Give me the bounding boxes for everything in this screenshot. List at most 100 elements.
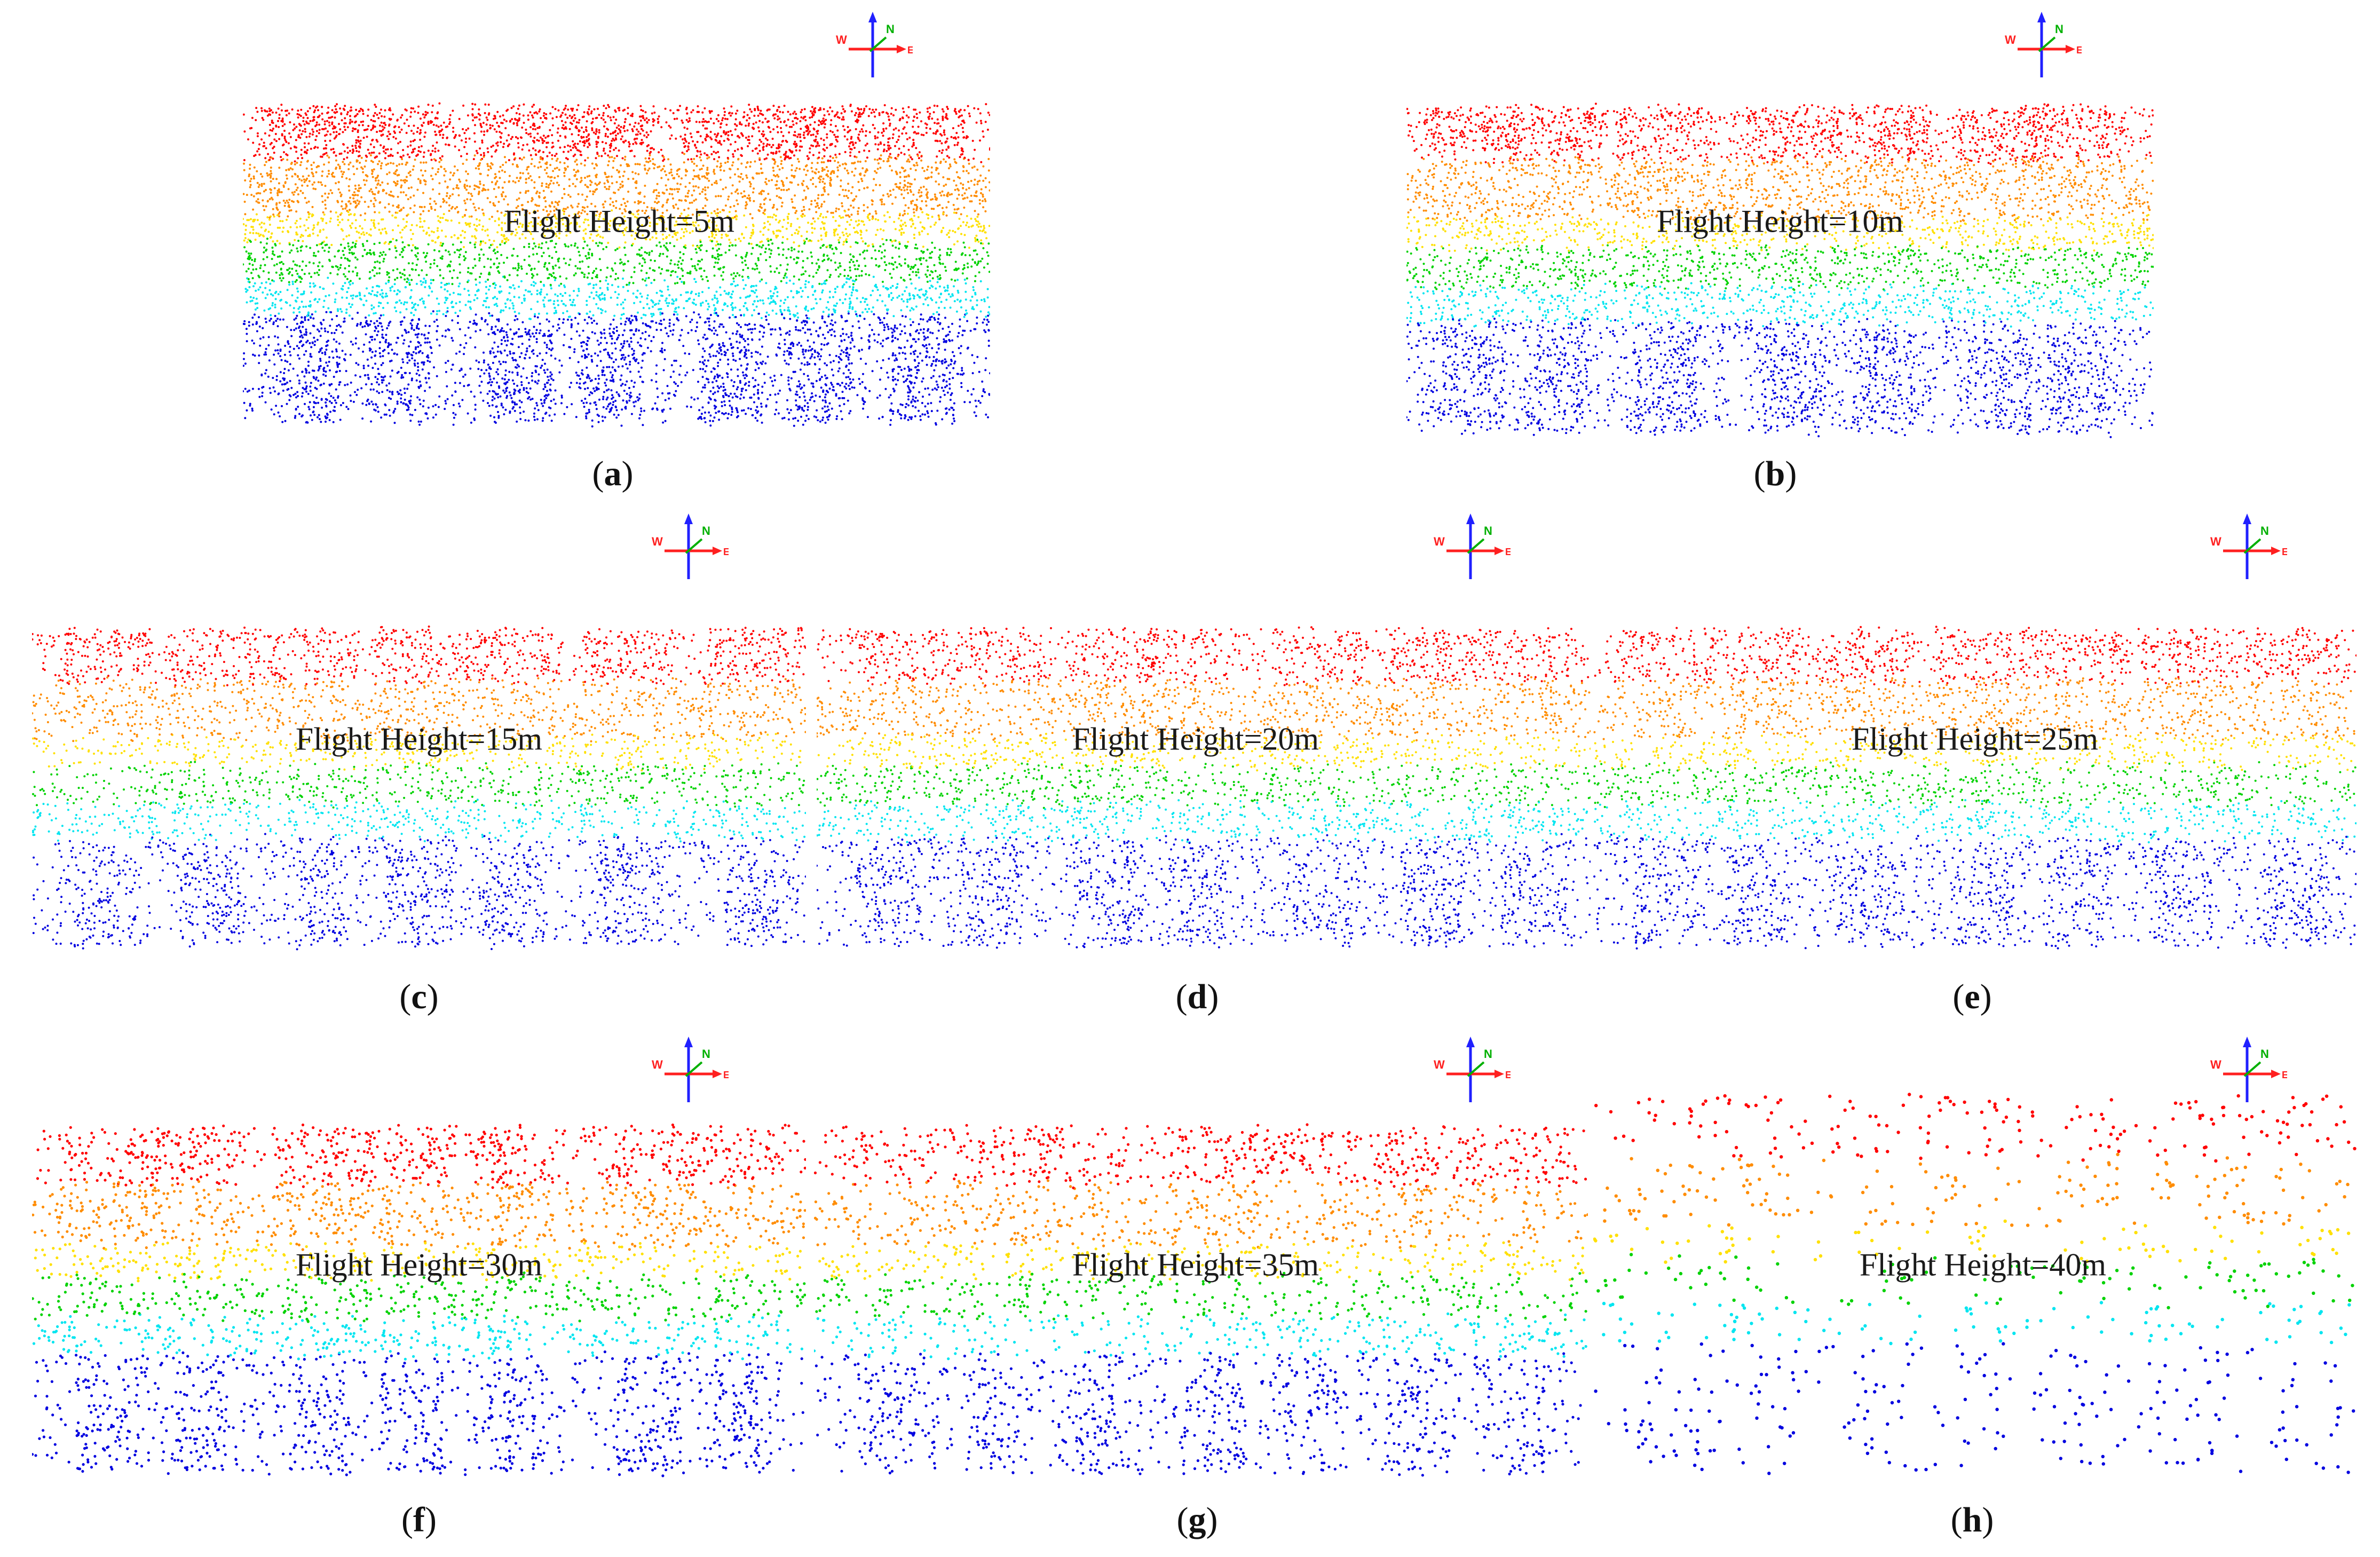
- point: [731, 184, 734, 187]
- point: [745, 357, 748, 359]
- point: [565, 208, 567, 210]
- point: [309, 282, 311, 284]
- point: [910, 156, 912, 159]
- point: [936, 311, 938, 313]
- point: [576, 246, 579, 249]
- point: [396, 268, 399, 271]
- point: [726, 215, 729, 218]
- point: [776, 195, 778, 197]
- point: [768, 127, 771, 129]
- point: [845, 195, 848, 197]
- point: [556, 131, 559, 134]
- point: [682, 138, 684, 141]
- point: [918, 233, 921, 236]
- point: [343, 171, 345, 173]
- point: [879, 394, 881, 397]
- point: [986, 263, 989, 265]
- point: [709, 424, 712, 427]
- point: [772, 128, 775, 131]
- point: [463, 146, 466, 148]
- point: [641, 332, 644, 335]
- point: [658, 299, 661, 302]
- point: [612, 396, 614, 399]
- point: [453, 416, 455, 419]
- point: [592, 297, 595, 299]
- point: [880, 228, 882, 231]
- point: [758, 130, 761, 132]
- point: [544, 206, 547, 208]
- point: [977, 220, 979, 223]
- point: [501, 228, 503, 231]
- point: [829, 274, 832, 276]
- point: [263, 246, 265, 249]
- point: [540, 247, 543, 249]
- point: [378, 262, 381, 264]
- point: [568, 178, 571, 181]
- point: [449, 195, 452, 197]
- point: [817, 197, 819, 200]
- point: [415, 346, 417, 349]
- point: [932, 208, 935, 210]
- point: [780, 144, 782, 146]
- point: [416, 325, 418, 327]
- point: [811, 227, 813, 230]
- point: [322, 147, 325, 150]
- point: [495, 371, 498, 374]
- point: [545, 167, 548, 169]
- point: [767, 193, 770, 195]
- point: [787, 306, 789, 309]
- point: [294, 239, 296, 241]
- point: [247, 257, 249, 260]
- point: [710, 212, 713, 215]
- point: [819, 378, 821, 381]
- point: [517, 264, 520, 267]
- point: [369, 323, 371, 326]
- point: [797, 133, 800, 136]
- point: [294, 163, 296, 165]
- point: [987, 314, 990, 317]
- point: [572, 146, 574, 149]
- point: [757, 257, 760, 259]
- point: [315, 121, 318, 124]
- point: [946, 106, 948, 108]
- point: [285, 141, 288, 143]
- point: [555, 251, 557, 253]
- point: [434, 147, 437, 150]
- point: [473, 395, 476, 398]
- point: [818, 368, 821, 370]
- point: [255, 232, 258, 234]
- point: [726, 349, 729, 351]
- point: [623, 215, 626, 218]
- point: [761, 325, 763, 328]
- point: [642, 116, 644, 119]
- point: [319, 360, 322, 362]
- point: [320, 399, 323, 401]
- point: [392, 162, 394, 165]
- point: [701, 191, 703, 193]
- point: [686, 112, 689, 115]
- point: [824, 410, 826, 413]
- point: [295, 219, 298, 222]
- point: [316, 338, 319, 341]
- point: [987, 157, 990, 160]
- point: [831, 248, 834, 250]
- point: [734, 128, 737, 131]
- point: [320, 327, 323, 330]
- point: [372, 120, 375, 122]
- point: [500, 132, 503, 135]
- point: [884, 269, 887, 271]
- point: [929, 287, 931, 289]
- point: [394, 125, 397, 128]
- point: [607, 104, 610, 106]
- point: [588, 253, 590, 256]
- point: [532, 352, 535, 355]
- point: [709, 131, 712, 133]
- point: [278, 138, 281, 140]
- point: [458, 117, 461, 120]
- point: [261, 117, 264, 119]
- point: [263, 222, 265, 225]
- point: [966, 215, 968, 217]
- point: [785, 124, 788, 127]
- point: [706, 317, 709, 320]
- point: [436, 141, 438, 144]
